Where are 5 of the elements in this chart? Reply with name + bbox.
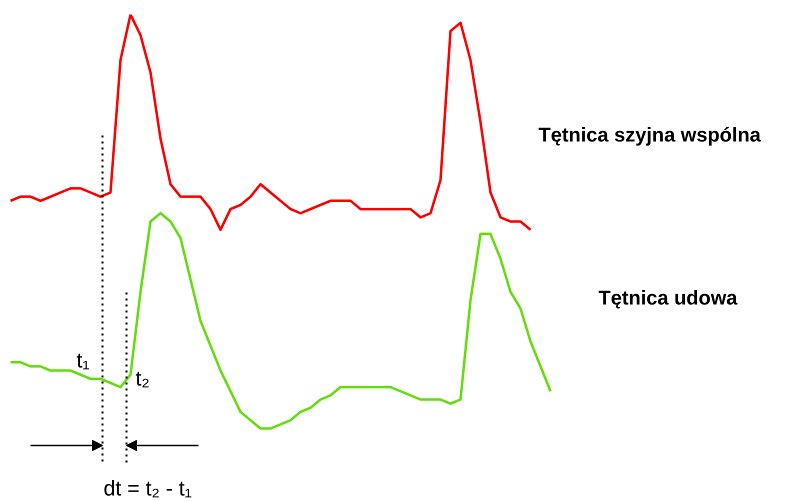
annotation: t₁ xyxy=(76,348,90,372)
annotation: t₂ xyxy=(136,366,150,390)
text: Tętnica udowa xyxy=(598,288,738,310)
text: dt = t₂ - t₁ xyxy=(104,476,192,500)
text: Tętnica szyjna wspólna xyxy=(538,124,762,146)
